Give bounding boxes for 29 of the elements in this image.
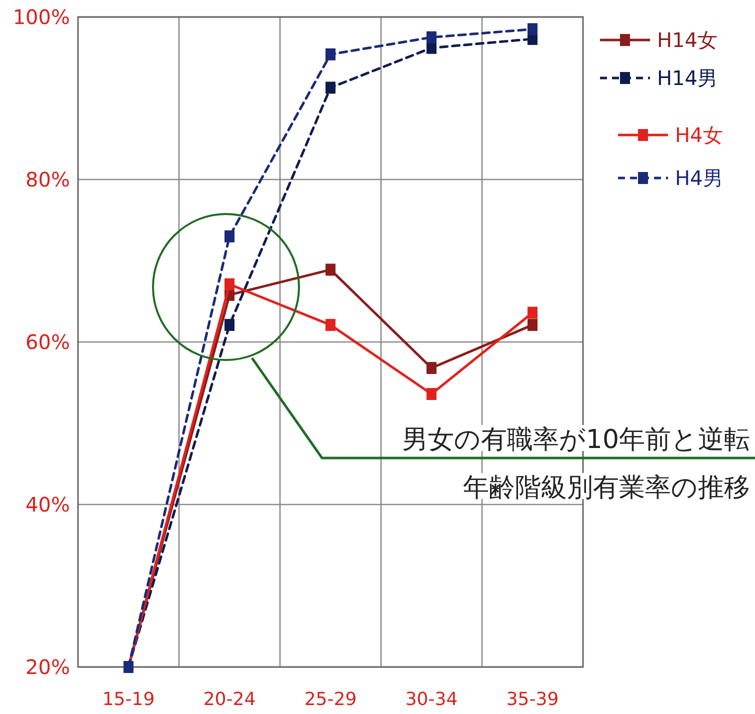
- x-tick-label: 30-34: [405, 689, 458, 710]
- point: [224, 230, 234, 242]
- annotation: 男女の有職率が10年前と逆転: [402, 425, 750, 455]
- point: [528, 318, 538, 331]
- legend-label: H4女: [675, 123, 723, 147]
- x-tick-label: 15-19: [102, 689, 155, 710]
- point: [528, 23, 538, 36]
- legend-label: H4男: [675, 166, 723, 190]
- point: [426, 362, 436, 374]
- y-tick-label: 40%: [26, 492, 70, 516]
- x-tick-label: 25-29: [304, 689, 357, 710]
- y-tick-label: 100%: [12, 5, 70, 29]
- annotation: 年齢階級別有業率の推移: [463, 473, 750, 503]
- point: [528, 306, 538, 319]
- point: [326, 264, 336, 276]
- y-tick-label: 20%: [26, 655, 70, 679]
- point: [224, 318, 234, 331]
- point: [326, 82, 336, 94]
- point: [426, 31, 436, 44]
- point: [426, 388, 436, 400]
- x-tick-label: 20-24: [203, 689, 256, 710]
- y-tick-label: 60%: [26, 330, 70, 354]
- point: [326, 48, 336, 60]
- point: [224, 278, 234, 290]
- y-tick-label: 80%: [26, 168, 70, 192]
- x-tick-label: 35-39: [506, 689, 559, 710]
- legend-label: H14男: [657, 66, 718, 90]
- point: [326, 318, 336, 331]
- legend-label: H14女: [657, 28, 718, 52]
